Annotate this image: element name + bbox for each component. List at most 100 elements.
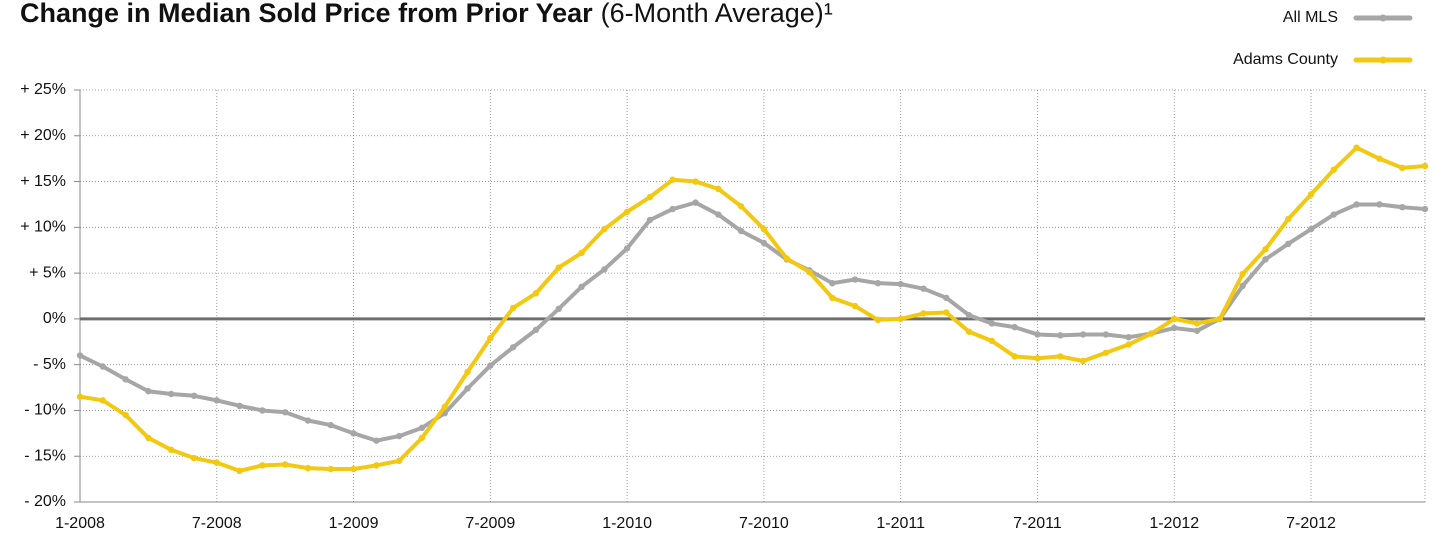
data-point (920, 310, 927, 317)
data-point (988, 320, 996, 327)
data-point (1102, 349, 1110, 356)
data-point (1285, 240, 1292, 248)
x-tick-label: 1-2010 (602, 515, 652, 532)
data-point (213, 397, 220, 404)
y-tick-label: - 5% (33, 356, 66, 373)
data-point (943, 294, 950, 302)
data-point (99, 397, 106, 404)
data-point (1125, 334, 1132, 341)
x-tick-label: 7-2008 (192, 515, 242, 532)
data-point (1330, 211, 1338, 218)
chart-title: Change in Median Sold Price from Prior Y… (20, 0, 833, 28)
legend-label: Adams County (1233, 51, 1338, 68)
data-point (167, 446, 175, 454)
data-point (646, 216, 654, 224)
data-point (715, 211, 722, 218)
data-point (1262, 246, 1269, 253)
data-point (623, 208, 631, 215)
data-point (76, 352, 84, 359)
data-point (1285, 215, 1292, 223)
data-point (578, 283, 585, 291)
data-point (692, 178, 699, 185)
data-point (418, 424, 426, 432)
data-point (851, 276, 859, 283)
data-point (760, 225, 768, 233)
data-point (304, 417, 312, 424)
data-point (167, 390, 175, 398)
data-point (373, 437, 380, 444)
data-point (281, 409, 289, 416)
title-sub: (6-Month Average)¹ (601, 0, 833, 28)
data-point (1011, 323, 1018, 331)
data-point (213, 459, 220, 466)
data-point (1057, 332, 1064, 339)
x-tick-label: 1-2008 (55, 515, 105, 532)
data-point (623, 245, 631, 252)
data-point (532, 290, 540, 297)
data-point (1330, 166, 1338, 173)
data-point (1171, 315, 1178, 323)
x-tick-label: 7-2011 (1013, 515, 1062, 532)
title-main: Change in Median Sold Price from Prior Y… (20, 0, 593, 28)
data-point (965, 312, 973, 319)
data-point (304, 464, 312, 472)
data-point (601, 225, 608, 233)
data-point (760, 239, 768, 247)
data-point (1399, 164, 1406, 172)
data-point (555, 305, 562, 313)
legend-marker (1379, 14, 1387, 22)
data-point (395, 432, 403, 440)
data-point (1011, 353, 1018, 360)
data-point (532, 326, 540, 334)
data-point (259, 462, 266, 469)
data-point (1239, 270, 1246, 278)
x-tick-label: 7-2010 (739, 515, 789, 532)
data-point (122, 376, 129, 383)
data-point (920, 285, 927, 292)
data-point (350, 465, 357, 473)
data-point (122, 411, 129, 419)
data-point (509, 344, 517, 351)
data-point (669, 205, 676, 213)
data-point (851, 302, 859, 310)
data-point (1307, 191, 1315, 198)
data-point (1079, 357, 1087, 365)
data-point (327, 465, 334, 473)
data-point (236, 402, 243, 410)
data-point (555, 264, 562, 271)
y-tick-label: + 25% (20, 81, 66, 98)
data-point (1193, 327, 1201, 334)
data-point (1034, 331, 1041, 338)
data-point (943, 309, 950, 316)
data-point (1376, 201, 1383, 208)
data-point (874, 279, 882, 287)
data-point (1421, 205, 1429, 213)
data-point (1034, 355, 1041, 362)
x-tick-label: 1-2011 (876, 515, 925, 532)
data-point (578, 249, 585, 257)
legend-marker (1379, 56, 1387, 64)
data-point (509, 304, 517, 312)
data-point (1125, 341, 1132, 348)
data-point (646, 193, 654, 201)
data-point (783, 255, 790, 262)
data-point (327, 421, 334, 429)
data-point (145, 434, 152, 442)
data-point (441, 403, 448, 410)
data-point (190, 454, 198, 462)
y-tick-label: - 20% (24, 493, 66, 510)
y-tick-label: + 20% (20, 127, 66, 144)
data-point (1079, 331, 1087, 338)
series-line (79, 145, 1426, 473)
data-point (829, 279, 836, 287)
data-point (1262, 256, 1269, 263)
data-point (281, 461, 289, 468)
data-point (737, 227, 745, 235)
data-point (692, 199, 699, 206)
x-tick-label: 1-2012 (1149, 515, 1199, 532)
data-point (1353, 144, 1360, 151)
data-point (190, 392, 198, 399)
data-point (1102, 331, 1110, 338)
x-tick-label: 7-2009 (465, 515, 515, 532)
